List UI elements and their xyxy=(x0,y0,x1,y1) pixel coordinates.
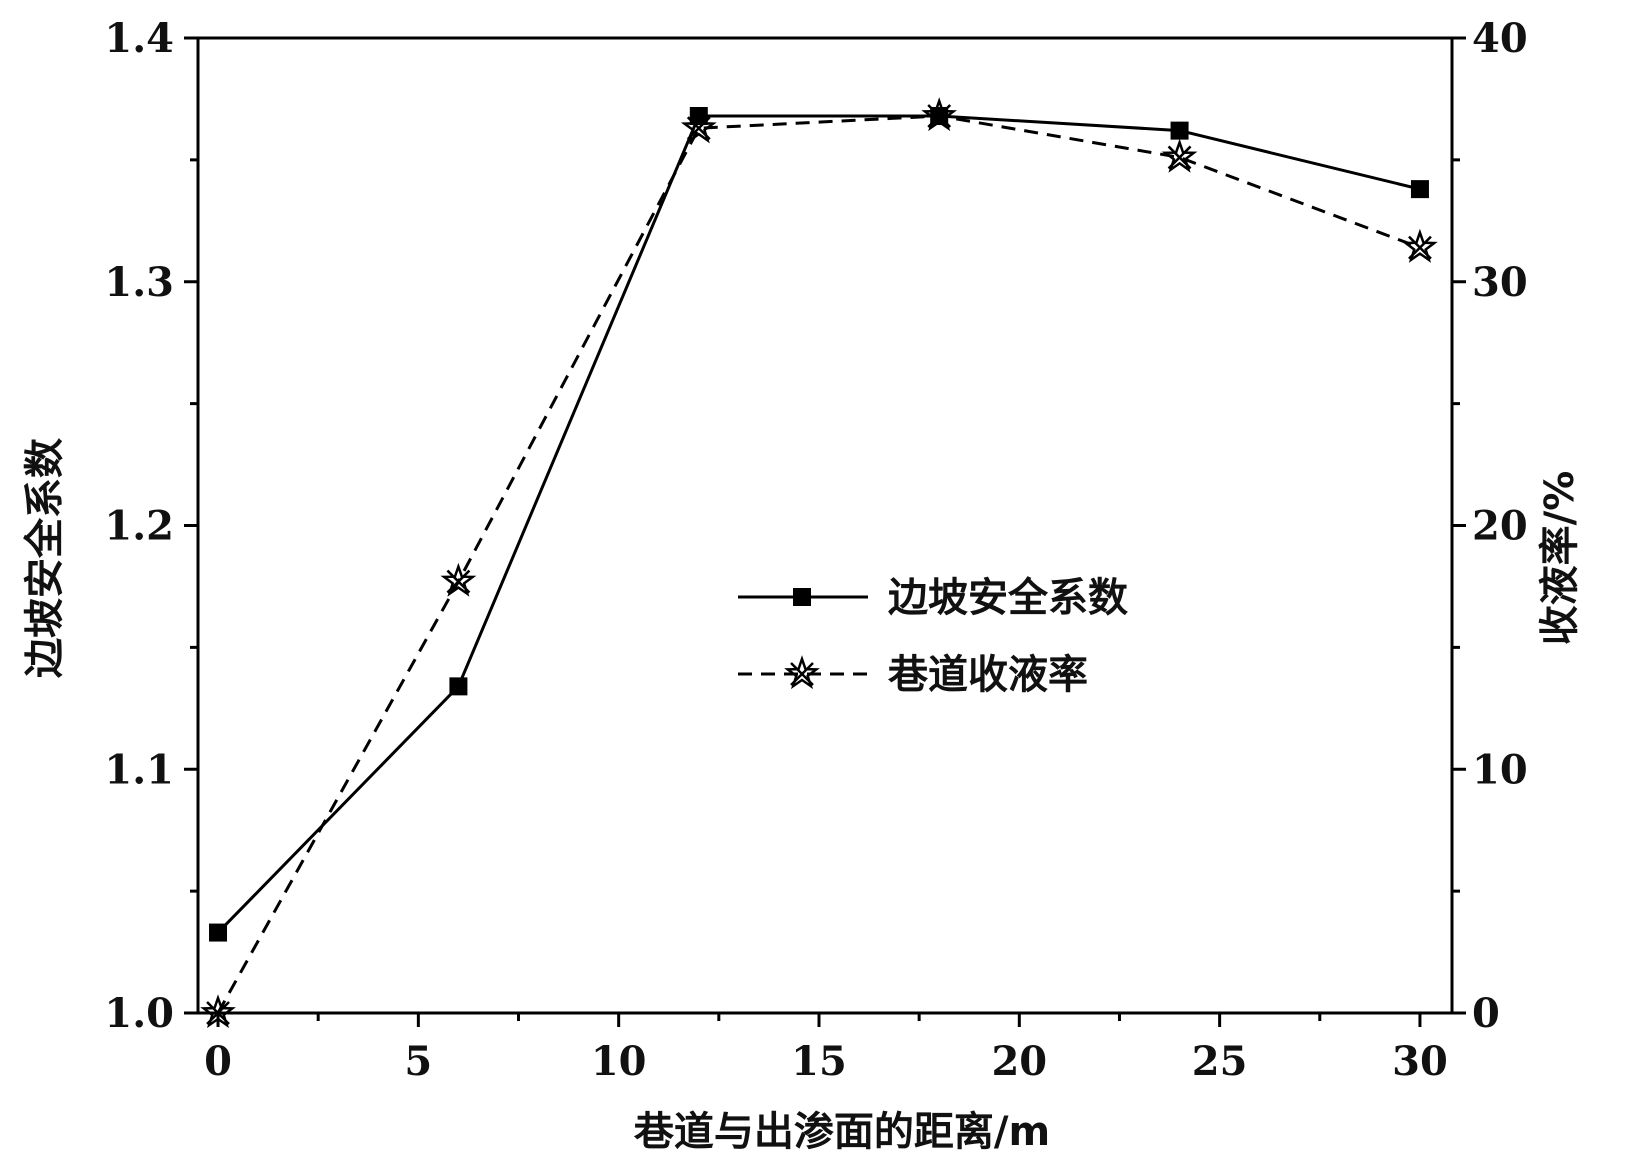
legend: 边坡安全系数 巷道收液率 xyxy=(738,575,1128,698)
series-1-point-5-x2 xyxy=(1408,235,1432,260)
series-0-point-0 xyxy=(209,923,228,942)
x-tick-label: 15 xyxy=(791,1038,847,1085)
legend-marker-drainage-rate xyxy=(784,655,820,690)
x-axis-title: 巷道与出渗面的距离/m xyxy=(633,1109,1050,1155)
right-y-tick-label: 0 xyxy=(1472,990,1500,1037)
series-1-point-5 xyxy=(1402,228,1438,263)
series-0-point-5 xyxy=(1410,180,1429,199)
right-y-axis: 0 10 20 30 40 xyxy=(1452,15,1528,1037)
series-0-point-4 xyxy=(1170,121,1189,140)
series-1-point-1 xyxy=(440,562,477,597)
series-line-0 xyxy=(216,114,1421,934)
series-1-point-3 xyxy=(921,97,957,132)
series-1-point-0-x2 xyxy=(206,1001,230,1025)
x-tick-label: 0 xyxy=(204,1038,232,1085)
series-1-point-4 xyxy=(1161,138,1198,173)
x-axis: 0 5 10 15 20 25 30 xyxy=(204,1013,1448,1085)
left-y-tick-label: 1.0 xyxy=(104,990,174,1037)
series-line-1 xyxy=(216,114,1421,1014)
series-1-point-0 xyxy=(200,994,236,1029)
right-y-tick-label: 10 xyxy=(1472,746,1528,793)
x-tick-label: 25 xyxy=(1192,1038,1248,1085)
left-y-tick-label: 1.1 xyxy=(104,746,174,793)
left-y-axis: 1.0 1.1 1.2 1.3 1.4 xyxy=(104,15,198,1037)
right-y-axis-title: 收液率/% xyxy=(1537,471,1583,646)
series-1-point-4-x2 xyxy=(1167,145,1192,170)
legend-star-shape xyxy=(784,655,820,690)
legend-label-safety-factor: 边坡安全系数 xyxy=(888,575,1128,621)
plot-border xyxy=(196,36,1454,1015)
series-1-point-1-x2 xyxy=(446,569,471,594)
x-tick-label: 10 xyxy=(591,1038,647,1085)
left-y-tick-label: 1.4 xyxy=(104,15,174,62)
left-y-tick-label: 1.2 xyxy=(104,503,174,550)
series-layer xyxy=(200,97,1438,1029)
legend-star-shape-x2 xyxy=(790,662,814,686)
series-0-point-1 xyxy=(449,677,468,696)
legend-marker-safety-factor xyxy=(793,588,811,606)
plot-frame xyxy=(196,36,1454,1015)
right-y-tick-label: 30 xyxy=(1472,259,1528,306)
legend-label-drainage-rate: 巷道收液率 xyxy=(887,652,1088,698)
right-y-tick-label: 20 xyxy=(1472,503,1528,550)
left-y-tick-label: 1.3 xyxy=(104,259,174,306)
x-tick-label: 30 xyxy=(1392,1038,1448,1085)
left-y-axis-title: 边坡安全系数 xyxy=(22,438,68,678)
series-1-point-3-x2 xyxy=(927,104,952,128)
series-1-point-2-x2 xyxy=(686,116,711,141)
x-tick-label: 20 xyxy=(991,1038,1047,1085)
x-tick-label: 5 xyxy=(404,1038,432,1085)
right-y-tick-label: 40 xyxy=(1472,15,1528,62)
series-1-point-2 xyxy=(680,109,717,144)
